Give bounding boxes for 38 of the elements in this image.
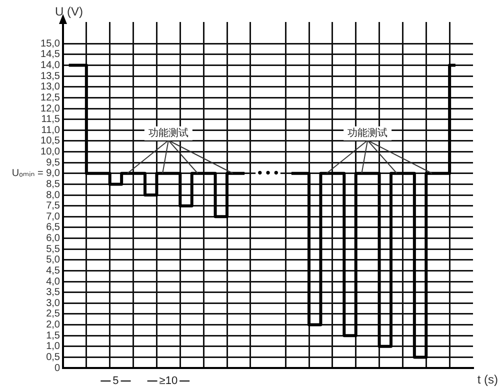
y-tick-label: 11,5 [41, 114, 60, 126]
y-tick-label: 2,0 [46, 320, 60, 330]
y-tick-label: 5,0 [46, 254, 60, 266]
y-tick-label: 11,0 [41, 124, 60, 136]
y-axis-title: U (V) [55, 4, 83, 18]
y-tick-label: 7,5 [46, 200, 60, 212]
y-tick-label: 7,0 [46, 211, 60, 222]
y-tick-label: 6,5 [46, 222, 60, 234]
y-tick-label: 13,0 [40, 82, 60, 93]
annotation: 功能测试 [148, 127, 188, 140]
y-tick-label: 8,5 [46, 178, 60, 190]
text: 5 [112, 375, 119, 388]
y-tick-label: 5,5 [46, 244, 60, 255]
y-tick-label: 12,5 [40, 92, 60, 104]
y-tick-label: 0,5 [46, 352, 60, 363]
y-tick-label: 8,0 [46, 190, 60, 201]
y-tick-label: 3,0 [46, 298, 60, 309]
text: ≥10 [159, 375, 178, 388]
y-tick-label: 13,5 [40, 70, 60, 82]
y-tick-label: 4,5 [46, 265, 60, 276]
y-tick-label: 15,0 [40, 38, 60, 50]
y-tick-label: 14,0 [40, 60, 60, 71]
y-tick-label: 10,5 [40, 136, 60, 147]
annotation: 功能测试 [348, 127, 388, 140]
y-tick-label: 1,0 [46, 341, 60, 352]
y-tick-label: 4,0 [46, 276, 60, 288]
y-tick-label: 12,0 [40, 103, 60, 114]
y-tick-label: 3,5 [46, 287, 60, 298]
y-tick-label: Uₒₘᵢₙ = 9,0 [12, 168, 60, 180]
annotation: • • • [258, 164, 279, 180]
y-tick-label: 1,5 [46, 330, 60, 342]
x-axis-title: t (s) [477, 372, 498, 386]
y-tick-label: 9,5 [46, 157, 60, 168]
y-tick-label: 6,0 [46, 233, 60, 244]
y-tick-label: 0 [54, 362, 60, 374]
y-tick-label: 2,5 [46, 308, 60, 320]
y-tick-label: 14,5 [40, 49, 60, 60]
y-tick-label: 10,0 [40, 146, 60, 158]
